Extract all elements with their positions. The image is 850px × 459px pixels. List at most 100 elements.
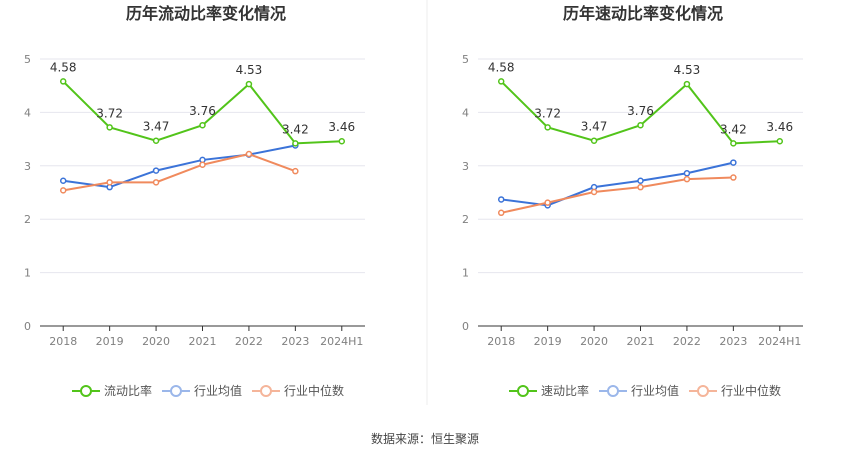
- x-tick-label: 2019: [96, 335, 124, 348]
- legend-label: 行业中位数: [284, 383, 344, 398]
- data-point: [683, 80, 691, 88]
- legend-marker-icon: [607, 385, 619, 397]
- data-label: 4.53: [236, 63, 263, 77]
- data-point: [292, 167, 299, 175]
- series-line-industry-median: [501, 176, 734, 214]
- y-tick-label: 4: [462, 106, 469, 119]
- data-point: [683, 170, 691, 177]
- x-tick-label: 2018: [49, 335, 77, 348]
- data-point: [199, 161, 206, 168]
- legend-label: 速动比率: [541, 383, 589, 398]
- legend-label: 行业中位数: [721, 383, 781, 398]
- data-point: [106, 179, 113, 186]
- x-tick-label: 2019: [534, 335, 562, 348]
- x-tick-label: 2023: [719, 335, 747, 348]
- data-point: [637, 183, 644, 191]
- x-tick-label: 2024H1: [320, 335, 363, 348]
- data-point: [292, 140, 299, 147]
- legend-label: 行业均值: [631, 383, 679, 398]
- data-point: [59, 177, 67, 185]
- y-tick-label: 2: [24, 213, 31, 226]
- y-tick-label: 4: [24, 106, 31, 119]
- data-point: [245, 150, 253, 158]
- data-source-note: 数据来源：恒生聚源: [370, 432, 479, 446]
- y-tick-label: 0: [462, 320, 469, 333]
- series-line-industry-avg: [63, 144, 296, 189]
- legend-marker-icon: [170, 385, 182, 397]
- data-point: [338, 137, 346, 145]
- chart-panel-1: 历年流动比率变化情况 0 1 2 3 4 5 2018 2019 2020 2021 2022 2023…: [24, 4, 365, 398]
- data-point: [59, 187, 67, 194]
- chart-panel-2: 历年速动比率变化情况 0 1 2 3 4 5 2018 2019 2020 2021 2022 2023…: [462, 4, 803, 398]
- data-point: [590, 137, 598, 144]
- y-tick-label: 3: [462, 160, 469, 173]
- legend-marker-icon: [260, 385, 272, 397]
- x-tick-label: 2022: [235, 335, 263, 348]
- data-point: [590, 188, 598, 196]
- x-tick-label: 2022: [673, 335, 701, 348]
- data-point: [730, 140, 737, 147]
- legend-marker-icon: [80, 385, 92, 397]
- data-point: [199, 121, 206, 129]
- y-tick-label: 1: [462, 267, 469, 280]
- legend-item-industry-median[interactable]: 行业中位数: [689, 383, 781, 398]
- data-point: [776, 137, 784, 145]
- chart-title: 历年流动比率变化情况: [126, 4, 286, 23]
- data-point: [497, 78, 505, 85]
- data-label: 3.47: [143, 120, 170, 134]
- legend-item-industry-median[interactable]: 行业中位数: [252, 383, 344, 398]
- data-label: 3.76: [627, 104, 654, 118]
- legend-item-main[interactable]: 流动比率: [72, 383, 152, 398]
- y-tick-label: 3: [24, 160, 31, 173]
- legend-item-industry-avg[interactable]: 行业均值: [162, 383, 242, 398]
- y-tick-label: 0: [24, 320, 31, 333]
- data-label: 3.46: [766, 120, 793, 134]
- data-label: 3.72: [96, 106, 123, 120]
- series-line-industry-median: [63, 153, 296, 192]
- data-point: [637, 121, 644, 129]
- data-point: [245, 80, 253, 88]
- data-point: [152, 179, 160, 186]
- data-label: 3.76: [189, 104, 216, 118]
- legend-label: 流动比率: [104, 383, 152, 398]
- x-tick-label: 2024H1: [758, 335, 801, 348]
- data-point: [106, 124, 113, 131]
- series-line-industry-avg: [501, 161, 734, 207]
- x-tick-label: 2020: [580, 335, 608, 348]
- data-point: [152, 167, 160, 174]
- data-label: 3.42: [720, 122, 747, 136]
- y-tick-label: 2: [462, 213, 469, 226]
- data-label: 4.58: [488, 60, 515, 74]
- data-label: 3.46: [328, 120, 355, 134]
- x-tick-label: 2020: [142, 335, 170, 348]
- legend-label: 行业均值: [194, 383, 242, 398]
- data-point: [497, 209, 505, 217]
- data-point: [730, 159, 737, 166]
- data-point: [544, 124, 551, 131]
- data-label: 3.47: [581, 120, 608, 134]
- x-tick-label: 2021: [627, 335, 655, 348]
- x-tick-label: 2018: [487, 335, 515, 348]
- data-label: 3.72: [534, 106, 561, 120]
- data-point: [544, 199, 551, 206]
- y-tick-label: 5: [24, 53, 31, 66]
- data-point: [683, 175, 691, 183]
- data-point: [497, 196, 505, 203]
- legend-item-industry-avg[interactable]: 行业均值: [599, 383, 679, 398]
- data-point: [152, 137, 160, 144]
- legend-item-main[interactable]: 速动比率: [509, 383, 589, 398]
- y-tick-label: 1: [24, 267, 31, 280]
- data-label: 4.58: [50, 60, 77, 74]
- data-label: 3.42: [282, 122, 309, 136]
- data-label: 4.53: [674, 63, 701, 77]
- data-point: [637, 177, 644, 185]
- chart-title: 历年速动比率变化情况: [563, 4, 723, 23]
- x-tick-label: 2021: [189, 335, 217, 348]
- legend-marker-icon: [517, 385, 529, 397]
- y-tick-label: 5: [462, 53, 469, 66]
- legend-marker-icon: [697, 385, 709, 397]
- data-point: [730, 174, 737, 181]
- x-tick-label: 2023: [281, 335, 309, 348]
- data-point: [59, 78, 67, 85]
